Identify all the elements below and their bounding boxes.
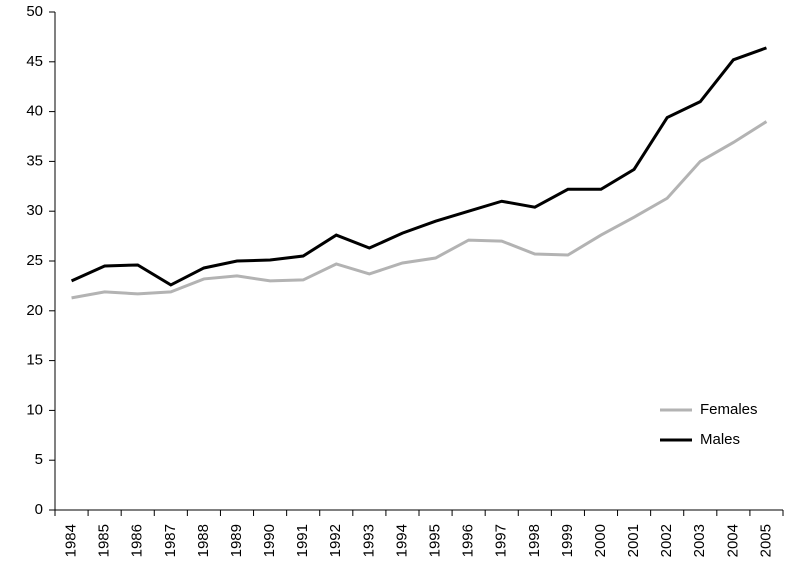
y-tick-label: 35	[26, 152, 43, 169]
x-tick-label: 1987	[162, 524, 179, 557]
y-tick-label: 5	[35, 451, 43, 468]
x-tick-label: 1999	[559, 524, 576, 557]
x-tick-label: 1996	[460, 524, 477, 557]
x-tick-label: 1992	[327, 524, 344, 557]
legend-label-females: Females	[700, 401, 758, 418]
x-tick-label: 1986	[129, 524, 146, 557]
series-line-males	[72, 48, 767, 285]
x-tick-label: 1991	[294, 524, 311, 557]
x-tick-label: 1990	[261, 524, 278, 557]
x-tick-label: 2005	[757, 524, 774, 557]
y-tick-label: 30	[26, 202, 43, 219]
x-tick-label: 2003	[691, 524, 708, 557]
y-tick-label: 25	[26, 252, 43, 269]
x-tick-label: 2004	[724, 524, 741, 557]
y-tick-label: 20	[26, 302, 43, 319]
chart-svg: 0 5 10 15 20 25 30 35 40 45 50 1984 1985 1986 1987 1988…	[0, 0, 793, 580]
y-tick-label: 10	[26, 401, 43, 418]
y-tick-label: 15	[26, 352, 43, 369]
x-tick-label: 1993	[360, 524, 377, 557]
x-tick-label: 1984	[63, 524, 80, 557]
y-tick-label: 0	[35, 501, 43, 518]
series-line-females	[72, 122, 767, 298]
x-tick-label: 1998	[526, 524, 543, 557]
x-tick-label: 2002	[658, 524, 675, 557]
x-tick-label: 1997	[493, 524, 510, 557]
x-tick-label: 1995	[427, 524, 444, 557]
x-tick-label: 1988	[195, 524, 212, 557]
x-tick-label: 1985	[96, 524, 113, 557]
x-tick-label: 2001	[625, 524, 642, 557]
y-tick-label: 45	[26, 53, 43, 70]
legend-label-males: Males	[700, 431, 740, 448]
x-tick-label: 1994	[393, 524, 410, 557]
x-tick-label: 1989	[228, 524, 245, 557]
y-tick-label: 50	[26, 3, 43, 20]
x-tick-label: 2000	[592, 524, 609, 557]
y-tick-label: 40	[26, 103, 43, 120]
line-chart: 0 5 10 15 20 25 30 35 40 45 50 1984 1985 1986 1987 1988…	[0, 0, 793, 580]
